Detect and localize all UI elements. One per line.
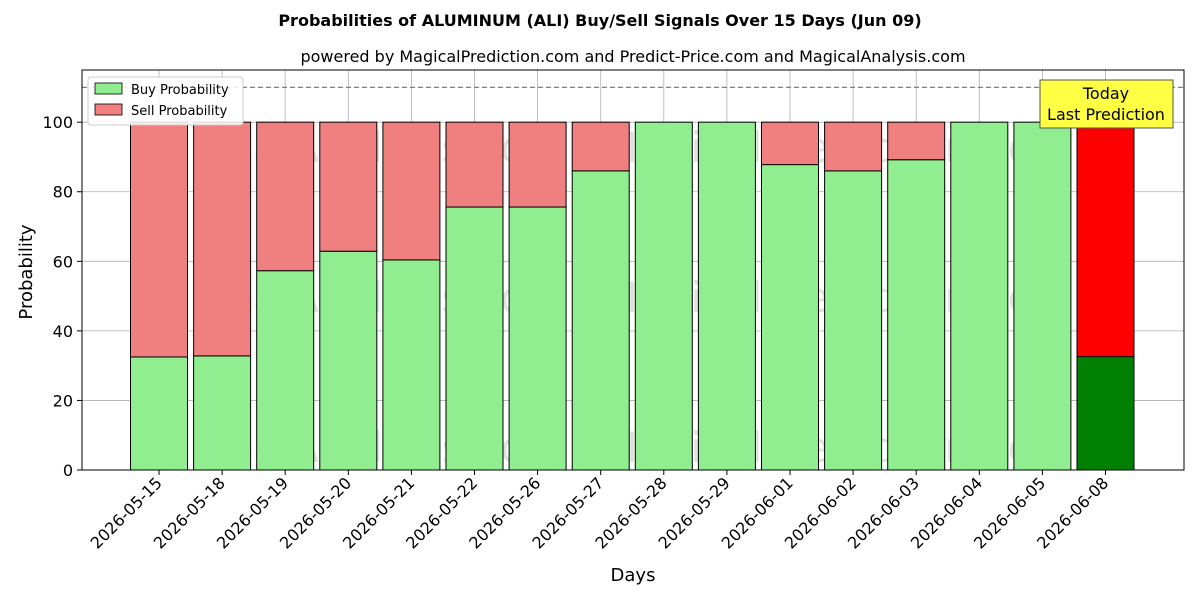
buy-bar — [382, 259, 441, 471]
today-annotation: Today Last Prediction — [1039, 79, 1174, 129]
bars-layer — [130, 121, 1135, 471]
sell-bar — [1076, 121, 1135, 358]
legend-buy-label: Buy Probability — [131, 83, 229, 98]
buy-bar — [824, 170, 883, 471]
sell-bar — [130, 121, 188, 358]
y-tick-label: 20 — [53, 391, 73, 410]
buy-bar — [256, 270, 315, 471]
y-tick-label: 100 — [42, 113, 73, 132]
sell-bar — [382, 121, 441, 261]
plot-frame — [81, 69, 1185, 471]
y-tick-label: 80 — [53, 183, 73, 202]
annotation-line-2: Last Prediction — [1047, 105, 1165, 124]
legend-frame — [87, 76, 244, 126]
buy-bar — [130, 356, 188, 471]
buy-bar — [508, 206, 567, 471]
buy-bar — [634, 121, 693, 471]
sell-bar — [887, 121, 946, 161]
buy-bar — [697, 121, 756, 471]
y-tick-label: 0 — [63, 461, 73, 480]
buy-bar — [887, 159, 946, 471]
annotation-line-1: Today — [1082, 84, 1129, 103]
sell-bar — [824, 121, 883, 172]
annotation-box — [1039, 79, 1174, 129]
buy-bar — [1013, 121, 1072, 471]
legend-sell-label: Sell Probability — [131, 104, 228, 119]
sell-bar — [761, 121, 819, 166]
buy-bar — [761, 164, 819, 471]
legend-sell-swatch — [94, 103, 123, 116]
legend: Buy Probability Sell Probability — [87, 76, 244, 126]
buy-bar — [571, 170, 630, 471]
legend-buy-swatch — [94, 82, 123, 95]
x-axis-label: Days — [611, 565, 656, 586]
buy-bar — [319, 250, 378, 471]
sell-bar — [508, 121, 567, 208]
sell-bar — [193, 121, 252, 357]
sell-bar — [445, 121, 504, 208]
y-axis-label: Probability — [16, 224, 37, 319]
sell-bar — [319, 121, 378, 252]
buy-bar — [1076, 356, 1135, 471]
y-tick-label: 60 — [53, 252, 73, 271]
chart-subtitle: powered by MagicalPrediction.com and Pre… — [300, 47, 965, 66]
chart-title: Probabilities of ALUMINUM (ALI) Buy/Sell… — [278, 11, 921, 30]
sell-bar — [256, 121, 315, 272]
buy-bar — [193, 355, 252, 471]
sell-bar — [571, 121, 630, 172]
y-tick-label: 40 — [53, 322, 73, 341]
buy-bar — [445, 206, 504, 471]
buy-bar — [950, 121, 1009, 471]
